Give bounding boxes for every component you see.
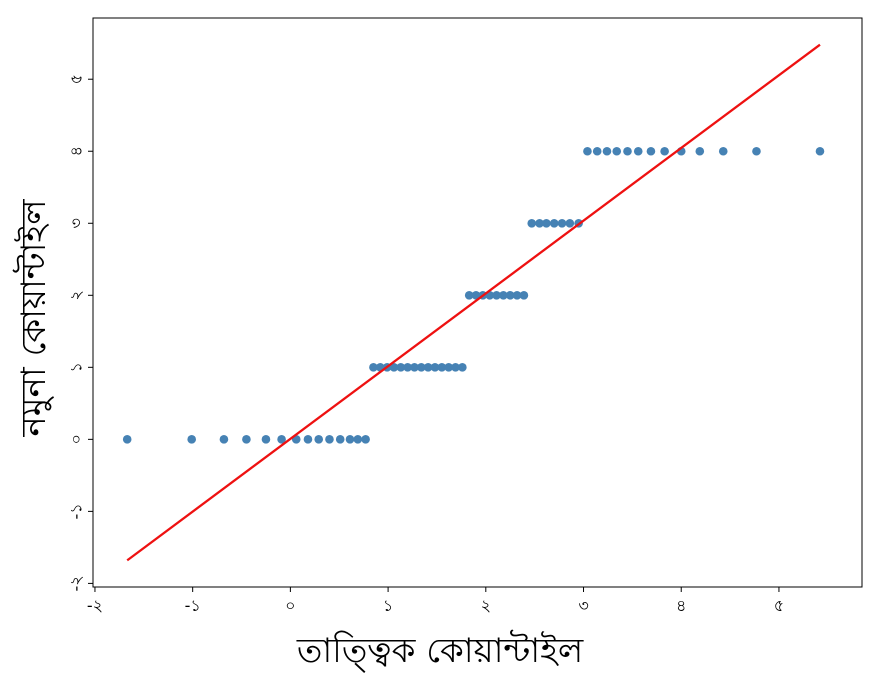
data-point <box>492 290 501 300</box>
y-tick-label: ০ <box>67 434 86 444</box>
data-point <box>535 218 544 228</box>
data-point <box>527 218 537 228</box>
data-point <box>499 290 508 300</box>
data-point <box>430 363 440 372</box>
data-point <box>458 363 467 372</box>
x-tick-label: ১ <box>383 596 393 615</box>
data-point <box>451 363 460 372</box>
data-point <box>242 435 251 444</box>
data-point <box>542 218 551 228</box>
data-point <box>369 363 378 372</box>
data-point <box>437 363 447 372</box>
data-point <box>505 290 515 300</box>
data-point <box>303 435 313 444</box>
y-tick-label: ১ <box>67 362 86 372</box>
x-axis-ticks: -২ -১ ০ ১ ২ ৩ ৪ ৫ <box>87 587 784 615</box>
y-tick-label: ৪ <box>67 146 86 156</box>
data-point <box>519 290 529 300</box>
y-tick-label: ৩ <box>67 218 86 228</box>
data-point <box>345 435 355 444</box>
data-point <box>718 146 728 156</box>
data-point <box>471 290 481 300</box>
data-point <box>396 363 406 372</box>
data-point <box>389 363 399 372</box>
data-point <box>335 435 345 444</box>
data-point <box>512 290 522 300</box>
x-tick-label: ৫ <box>774 596 784 615</box>
data-point <box>122 435 132 444</box>
data-point <box>646 146 656 156</box>
x-tick-label: -১ <box>185 596 201 615</box>
data-point <box>752 146 761 156</box>
y-axis-ticks: -২ -১ ০ ১ ২ ৩ ৪ ৫ <box>67 74 93 591</box>
data-point <box>549 218 559 228</box>
data-point <box>623 146 632 156</box>
data-point <box>633 146 643 156</box>
data-point <box>612 146 622 156</box>
x-tick-label: ০ <box>285 596 295 615</box>
data-point <box>444 363 453 372</box>
data-point <box>423 363 433 372</box>
x-tick-label: -২ <box>87 596 103 615</box>
x-tick-label: ৪ <box>676 596 686 615</box>
x-tick-label: ৩ <box>578 596 588 615</box>
data-point <box>219 435 229 444</box>
y-tick-label: ২ <box>67 290 86 300</box>
data-point <box>187 435 196 444</box>
data-point <box>592 146 602 156</box>
x-axis-title: তাত্ত্বিক কোয়ান্টাইল <box>296 630 584 673</box>
data-point <box>464 290 474 300</box>
data-point <box>353 435 363 444</box>
y-tick-label: -১ <box>67 503 86 519</box>
y-tick-label: -২ <box>67 575 86 591</box>
data-point <box>403 363 412 372</box>
data-point <box>565 218 575 228</box>
axes-frame <box>92 17 863 588</box>
data-point <box>660 146 669 156</box>
y-tick-label: ৫ <box>67 74 86 84</box>
data-point <box>410 363 419 372</box>
data-point <box>583 146 592 156</box>
data-point <box>602 146 612 156</box>
x-tick-label: ২ <box>481 596 491 615</box>
data-point <box>557 218 567 228</box>
plot-area <box>122 43 825 562</box>
data-point <box>277 435 286 444</box>
data-point <box>361 435 370 444</box>
data-point <box>325 435 334 444</box>
data-point <box>261 435 271 444</box>
data-point <box>417 363 426 372</box>
data-point <box>815 146 825 156</box>
data-point <box>314 435 324 444</box>
data-point <box>695 146 705 156</box>
y-axis-title: নমুনা কোয়ান্টাইল <box>13 199 54 438</box>
reference-line <box>126 43 821 562</box>
